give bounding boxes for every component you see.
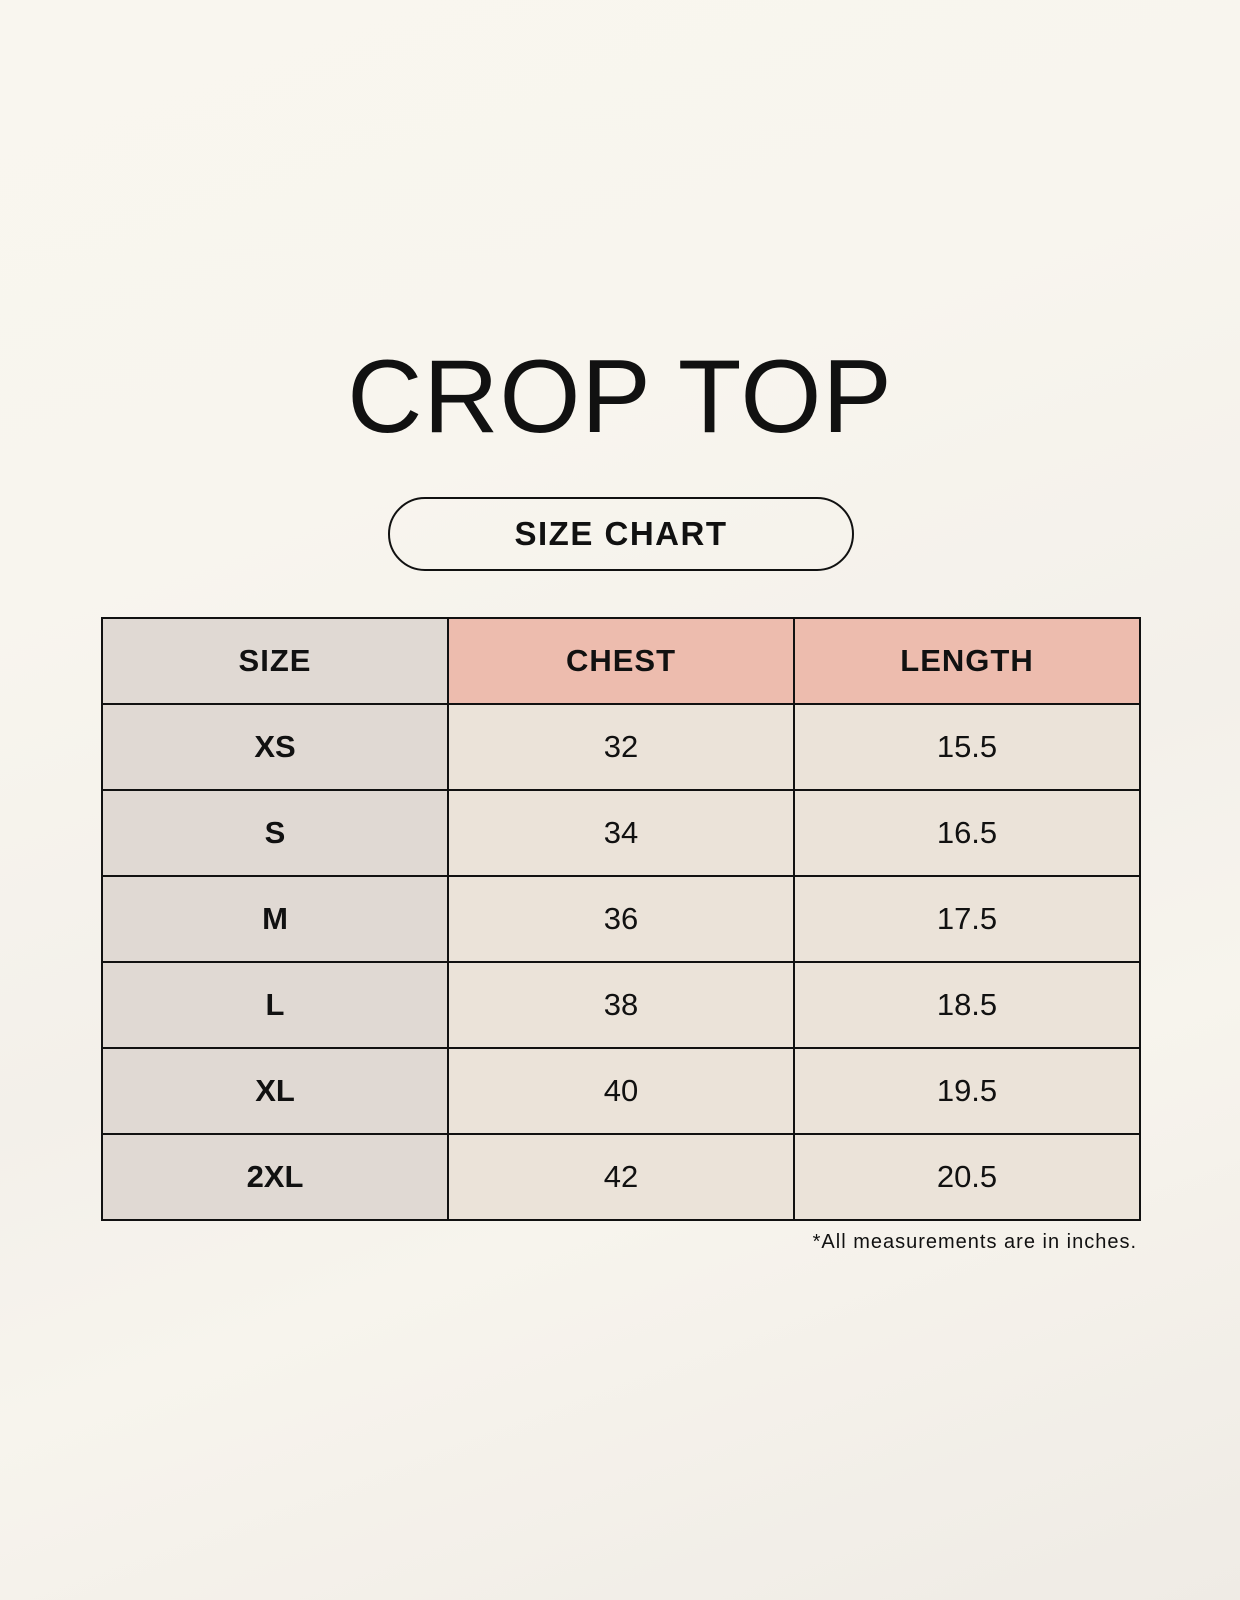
chest-cell: 42: [447, 1133, 795, 1221]
length-cell: 17.5: [793, 875, 1141, 963]
length-cell: 16.5: [793, 789, 1141, 877]
size-table: SIZE CHEST LENGTH XS 32 15.5 S 34 16.5 M 36 17.5…: [101, 617, 1141, 1221]
chest-cell: 40: [447, 1047, 795, 1135]
chest-cell: 32: [447, 703, 795, 791]
chest-cell: 34: [447, 789, 795, 877]
table-row: 2XL 42 20.5: [101, 1133, 1141, 1221]
table-row: XS 32 15.5: [101, 703, 1141, 791]
size-cell: XL: [101, 1047, 449, 1135]
header-size: SIZE: [101, 617, 449, 705]
table-row: M 36 17.5: [101, 875, 1141, 963]
size-cell: 2XL: [101, 1133, 449, 1221]
page-title: CROP TOP: [347, 339, 893, 455]
length-cell: 18.5: [793, 961, 1141, 1049]
chest-cell: 36: [447, 875, 795, 963]
length-cell: 20.5: [793, 1133, 1141, 1221]
length-cell: 19.5: [793, 1047, 1141, 1135]
length-cell: 15.5: [793, 703, 1141, 791]
table-row: L 38 18.5: [101, 961, 1141, 1049]
header-chest: CHEST: [447, 617, 795, 705]
size-cell: M: [101, 875, 449, 963]
table-row: XL 40 19.5: [101, 1047, 1141, 1135]
chest-cell: 38: [447, 961, 795, 1049]
footnote: *All measurements are in inches.: [812, 1231, 1137, 1253]
table-row: S 34 16.5: [101, 789, 1141, 877]
table-header-row: SIZE CHEST LENGTH: [101, 617, 1141, 705]
size-cell: L: [101, 961, 449, 1049]
size-chart-label: SIZE CHART: [514, 515, 728, 552]
size-cell: S: [101, 789, 449, 877]
header-length: LENGTH: [793, 617, 1141, 705]
size-cell: XS: [101, 703, 449, 791]
size-chart-badge: SIZE CHART: [388, 497, 854, 571]
